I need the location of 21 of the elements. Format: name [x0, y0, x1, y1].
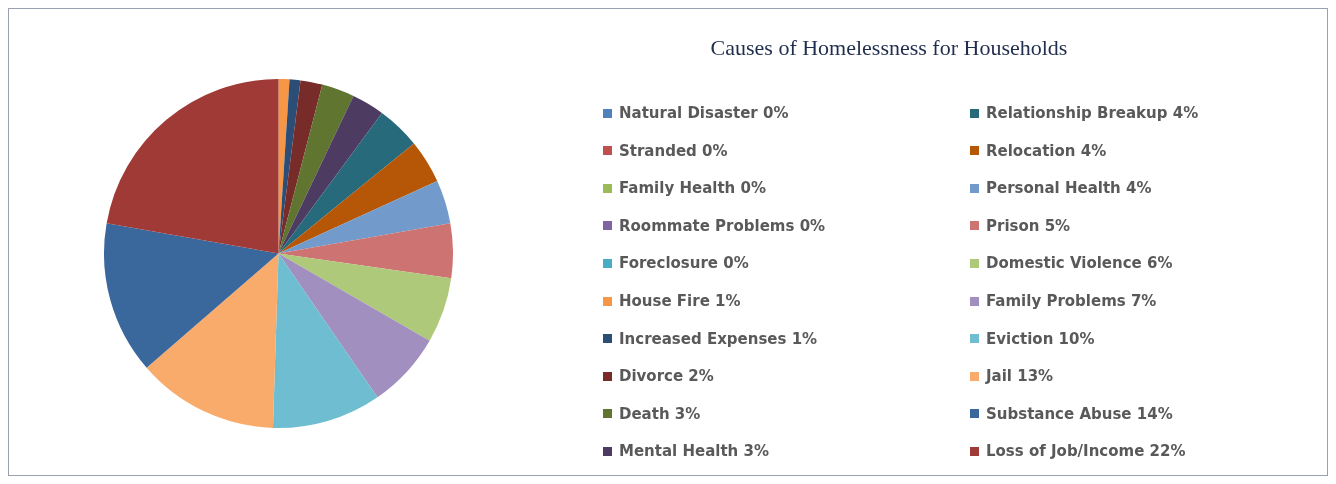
legend-label: Personal Health 4%: [986, 179, 1152, 198]
legend-label: Family Health 0%: [619, 179, 766, 198]
legend-label: Loss of Job/Income 22%: [986, 442, 1186, 461]
legend-label: Natural Disaster 0%: [619, 104, 789, 122]
legend-label: Increased Expenses 1%: [619, 329, 818, 348]
legend-label: Roommate Problems 0%: [619, 216, 826, 235]
legend-label: Divorce 2%: [619, 367, 714, 386]
legend-label: Substance Abuse 14%: [986, 404, 1173, 423]
legend-label: Mental Health 3%: [619, 442, 769, 461]
legend-label: Relocation 4%: [986, 141, 1107, 160]
legend-label: Death 3%: [619, 404, 701, 423]
legend-label: House Fire 1%: [619, 292, 741, 310]
legend-label: Eviction 10%: [986, 329, 1095, 348]
legend-label: Domestic Violence 6%: [986, 254, 1173, 273]
legend-label: Foreclosure 0%: [619, 254, 749, 273]
legend-label: Jail 13%: [986, 367, 1054, 386]
legend-label: Prison 5%: [986, 216, 1071, 235]
legend-label: Family Problems 7%: [986, 292, 1157, 310]
legend-label: Stranded 0%: [619, 141, 728, 160]
legend-label: Relationship Breakup 4%: [986, 104, 1199, 122]
chart-title: Causes of Homelessness for Households: [709, 35, 1069, 61]
